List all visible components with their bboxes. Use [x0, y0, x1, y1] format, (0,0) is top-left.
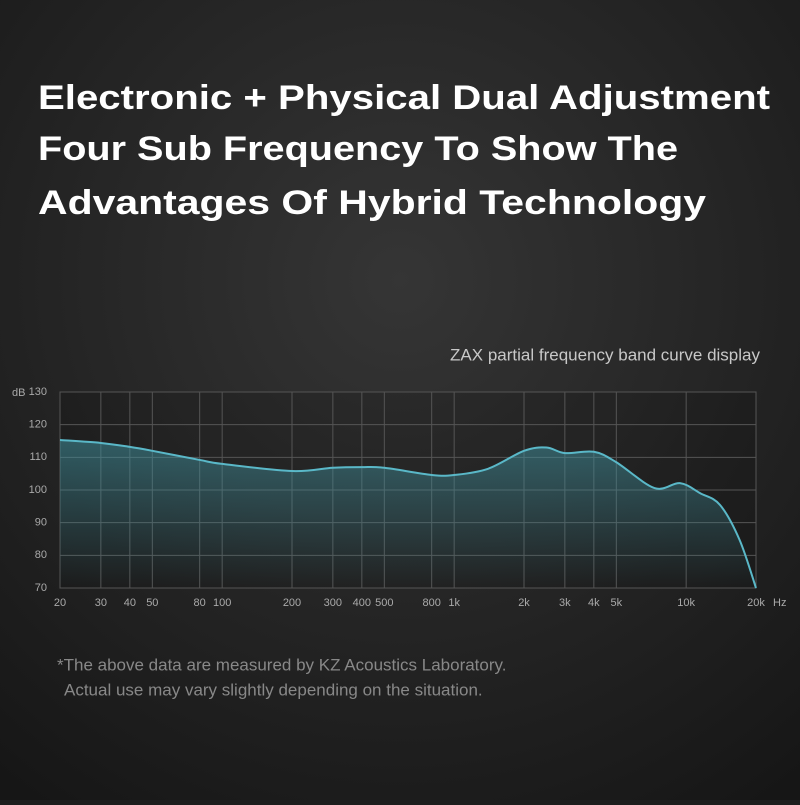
- x-tick-label: 2k: [518, 597, 530, 609]
- y-tick-label: 80: [35, 549, 47, 561]
- y-unit: dB: [12, 387, 25, 399]
- y-tick-label: 90: [35, 517, 47, 529]
- y-tick-label: 100: [29, 484, 47, 496]
- x-tick-label: 3k: [559, 597, 571, 609]
- x-tick-label: 40: [124, 597, 136, 609]
- x-tick-label: 4k: [588, 597, 600, 609]
- y-tick-label: 70: [35, 582, 47, 594]
- x-tick-label: 5k: [611, 597, 623, 609]
- x-tick-label: 20: [54, 597, 66, 609]
- x-tick-label: 500: [375, 597, 393, 609]
- area: [60, 440, 756, 588]
- title-line: Four Sub Frequency To Show The: [38, 130, 678, 168]
- x-unit: Hz: [773, 597, 786, 609]
- title-line: Advantages Of Hybrid Technology: [38, 184, 706, 222]
- x-tick-label: 20k: [747, 597, 765, 609]
- x-tick-label: 80: [194, 597, 206, 609]
- x-tick-label: 300: [324, 597, 342, 609]
- title-line: Electronic + Physical Dual Adjustment: [38, 79, 770, 117]
- x-tick-label: 30: [95, 597, 107, 609]
- x-tick-label: 400: [353, 597, 371, 609]
- x-tick-label: 800: [422, 597, 440, 609]
- subtitle: ZAX partial frequency band curve display: [450, 345, 760, 364]
- x-tick-label: 10k: [677, 597, 695, 609]
- y-tick-label: 110: [29, 451, 47, 463]
- footnote: *The above data are measured by KZ Acous…: [57, 655, 507, 674]
- y-tick-label: 120: [29, 419, 47, 431]
- x-tick-label: 50: [146, 597, 158, 609]
- footnote: Actual use may vary slightly depending o…: [64, 680, 483, 699]
- line: [59, 439, 757, 589]
- x-tick-label: 100: [213, 597, 231, 609]
- x-tick-label: 200: [283, 597, 301, 609]
- y-tick-label: 130: [29, 386, 47, 398]
- x-tick-label: 1k: [448, 597, 460, 609]
